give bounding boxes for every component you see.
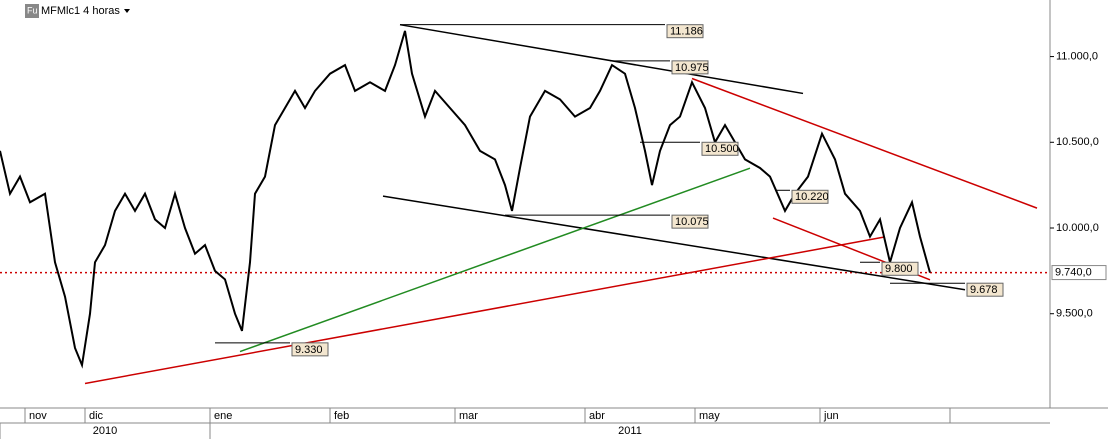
y-tick-label: 10.000,0 (1056, 222, 1099, 234)
chart-title[interactable]: MFMlc1 4 horas (41, 5, 120, 17)
dropdown[interactable] (124, 9, 130, 13)
month-label: mar (459, 410, 478, 422)
trendline (691, 77, 1038, 209)
month-label: may (699, 410, 720, 422)
level-label: 11.186 (670, 26, 703, 38)
year-label: 2010 (93, 425, 117, 437)
level-box (291, 342, 329, 357)
level-box (966, 282, 1004, 297)
level-label: 10.500 (705, 143, 739, 155)
icon-box (25, 4, 39, 18)
level-box (791, 189, 829, 204)
trendline (84, 236, 886, 385)
last-price-label: 9.740,0 (1055, 266, 1092, 278)
level-box (671, 214, 709, 229)
last-price-box (1051, 265, 1107, 281)
month-label: feb (334, 410, 349, 422)
icon: Fu (27, 5, 38, 15)
month-label: abr (589, 410, 605, 422)
level-label: 10.975 (675, 62, 709, 74)
level-box (881, 261, 919, 276)
level-box (671, 60, 709, 75)
trendline (239, 167, 751, 353)
month-label: ene (214, 410, 232, 422)
level-label: 9.800 (885, 263, 913, 275)
year-label: 2011 (618, 425, 642, 437)
level-box (701, 141, 739, 156)
y-tick-label: 11.000,0 (1056, 50, 1098, 62)
level-label: 9.330 (295, 344, 323, 356)
level-label: 9.678 (970, 284, 998, 296)
month-label: dic (89, 410, 104, 422)
trendline (399, 23, 804, 95)
trendline (382, 195, 966, 291)
price-line (0, 30, 931, 369)
month-label: jun (823, 410, 839, 422)
level-box (666, 24, 704, 39)
level-label: 10.075 (675, 216, 709, 228)
y-tick-label: 10.500,0 (1056, 136, 1099, 148)
month-label: nov (29, 410, 47, 422)
y-tick-label: 9.500,0 (1056, 308, 1093, 320)
level-label: 10.220 (795, 191, 829, 203)
